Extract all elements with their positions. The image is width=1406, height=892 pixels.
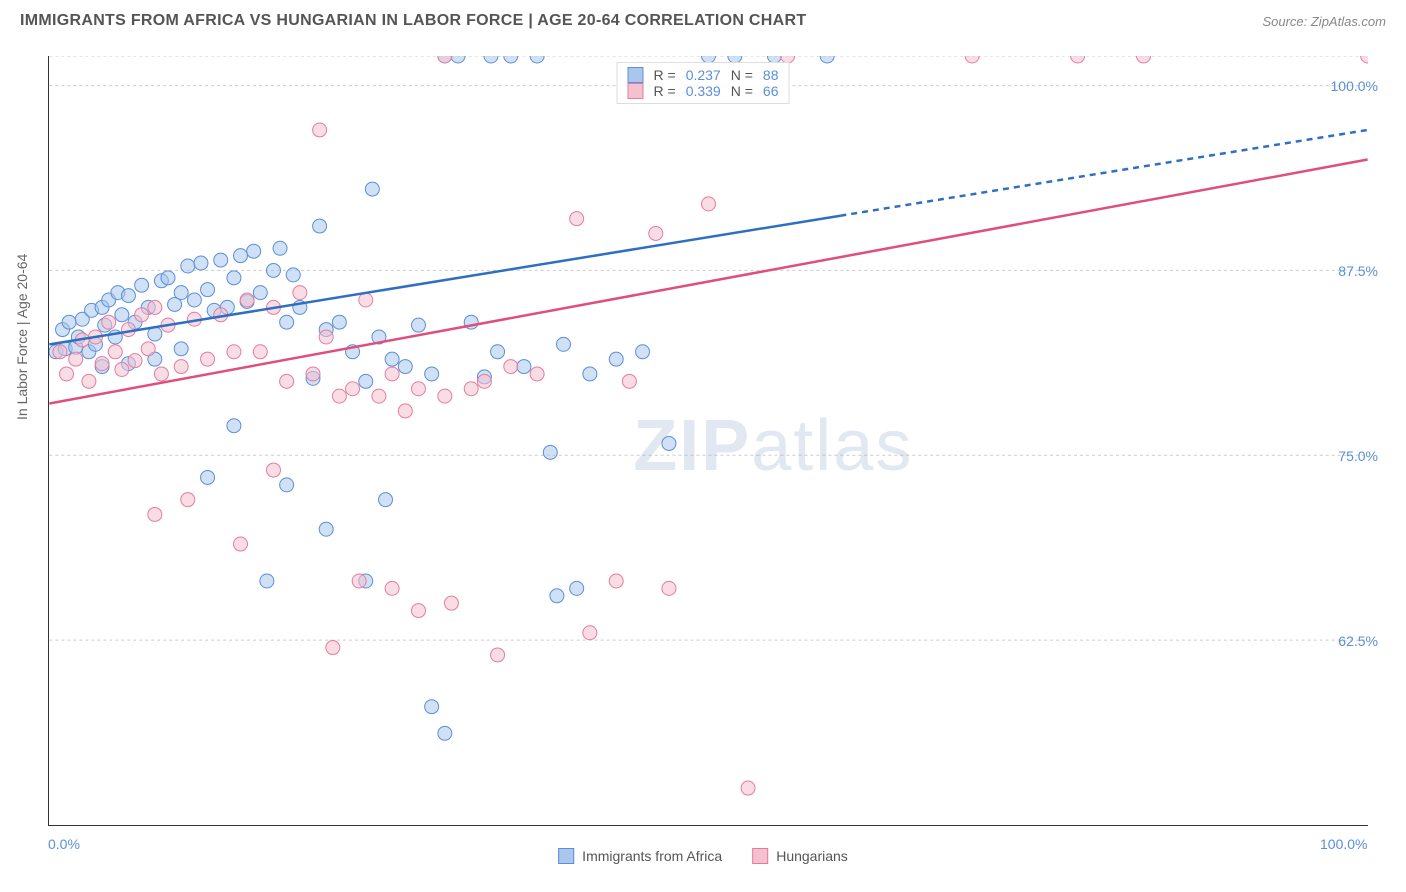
correlation-legend: R = 0.237 N = 88 R = 0.339 N = 66 — [617, 62, 790, 104]
y-tick-label: 62.5% — [1338, 633, 1378, 649]
legend-swatch — [628, 67, 644, 83]
chart-plot-area — [48, 56, 1368, 826]
chart-header: IMMIGRANTS FROM AFRICA VS HUNGARIAN IN L… — [0, 0, 1406, 38]
y-axis-label: In Labor Force | Age 20-64 — [14, 254, 30, 420]
legend-swatch — [628, 83, 644, 99]
x-tick-label: 100.0% — [1320, 836, 1367, 852]
legend-item: Immigrants from Africa — [558, 848, 722, 864]
legend-value: 0.237 — [686, 67, 721, 83]
source-label: Source: — [1262, 14, 1310, 29]
source-attribution: Source: ZipAtlas.com — [1262, 14, 1386, 29]
legend-value: 66 — [763, 83, 779, 99]
legend-label: Hungarians — [776, 848, 848, 864]
legend-label: N = — [731, 83, 753, 99]
legend-value: 88 — [763, 67, 779, 83]
correlation-legend-row: R = 0.237 N = 88 — [628, 67, 779, 83]
correlation-legend-row: R = 0.339 N = 66 — [628, 83, 779, 99]
chart-title: IMMIGRANTS FROM AFRICA VS HUNGARIAN IN L… — [20, 12, 806, 30]
legend-label: R = — [654, 67, 676, 83]
legend-label: N = — [731, 67, 753, 83]
y-tick-label: 75.0% — [1338, 448, 1378, 464]
legend-swatch — [558, 848, 574, 864]
legend-label: Immigrants from Africa — [582, 848, 722, 864]
legend-value: 0.339 — [686, 83, 721, 99]
scatter-chart-svg — [49, 56, 1368, 825]
legend-swatch — [752, 848, 768, 864]
y-tick-label: 87.5% — [1338, 263, 1378, 279]
legend-label: R = — [654, 83, 676, 99]
y-tick-label: 100.0% — [1331, 78, 1378, 94]
series-legend: Immigrants from Africa Hungarians — [558, 848, 848, 864]
x-tick-label: 0.0% — [48, 836, 80, 852]
legend-item: Hungarians — [752, 848, 848, 864]
source-name: ZipAtlas.com — [1311, 14, 1386, 29]
